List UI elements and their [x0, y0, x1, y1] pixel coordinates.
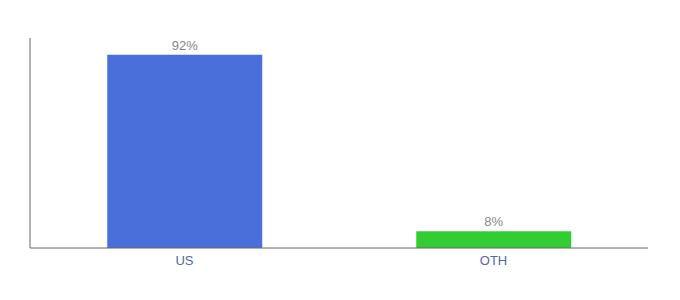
svg-text:OTH: OTH [480, 253, 507, 268]
svg-text:US: US [175, 253, 193, 268]
svg-text:8%: 8% [484, 214, 503, 229]
svg-text:92%: 92% [172, 38, 198, 53]
